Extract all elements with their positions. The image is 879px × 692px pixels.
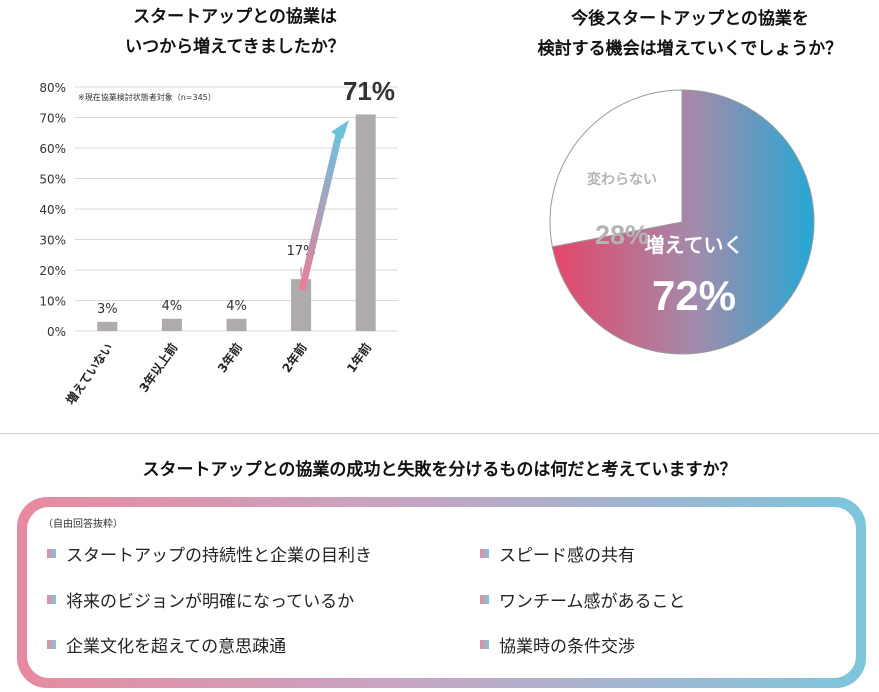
bar-chart-note: ※現在協業検討状態者対象（n=345） [78,93,216,102]
bullet-square-icon [47,549,56,558]
section-divider [0,433,879,434]
answers-note: （自由回答抜粋） [43,519,123,530]
bar [161,318,182,331]
y-tick-label: 20% [39,264,66,278]
y-tick-label: 70% [39,112,66,126]
answer-item: 将来のビジョンが明確になっているか [47,587,354,612]
y-tick-label: 40% [39,203,66,217]
pie-slice-value-label: 28% [595,220,649,250]
y-tick-label: 60% [39,142,66,156]
answer-text: スタートアップの持続性と企業の目利き [66,546,372,566]
answer-text: 協業時の条件交渉 [499,637,635,657]
question-heading: スタートアップとの協業の成功と失敗を分けるものは何だと考えていますか？ [142,460,737,480]
bullet-square-icon [480,595,489,604]
bullet-square-icon [480,640,489,649]
x-category-label: 2年前 [279,340,310,375]
answer-item: ワンチーム感があること [480,587,686,612]
bar-chart-title-line2: いつから増えてきましたか？ [125,37,345,57]
bar-value-label: 3% [97,302,118,317]
answer-item: スピード感の共有 [480,541,635,566]
pie-slice-name-label: 増えていく [645,233,744,257]
bar [291,279,312,331]
x-category-label: 3年前 [214,340,245,375]
bullet-square-icon [47,640,56,649]
bar-chart-title: スタートアップとの協業は いつから増えてきましたか？ [70,2,400,62]
answer-item: 企業文化を超えての意思疎通 [47,632,286,657]
answer-text: ワンチーム感があること [499,592,686,612]
pie-slice-value-label: 72% [652,272,736,319]
pie-chart-title: 今後スタートアップとの協業を 検討する機会は増えていくでしょうか？ [515,4,865,64]
pie-chart-title-line1: 今後スタートアップとの協業を [571,9,809,29]
answer-item: 協業時の条件交渉 [480,632,635,657]
answer-text: 企業文化を超えての意思疎通 [66,637,287,657]
pie-slice-name-label: 変わらない [587,171,657,188]
y-tick-label: 30% [39,234,66,248]
trend-arrow-head [331,120,349,139]
y-tick-label: 80% [39,81,66,95]
answer-text: スピード感の共有 [499,546,635,566]
bar [226,318,247,331]
bar-chart: 0%10%20%30%40%50%60%70%80% 3% 4% 4%17% 増えて… [39,76,398,407]
highlight-value-label: 71% [343,76,395,106]
bar-chart-title-line1: スタートアップとの協業は [133,7,337,27]
x-category-label: 増えていない [63,340,116,407]
bar [355,114,376,331]
answer-item: スタートアップの持続性と企業の目利き [47,541,372,566]
y-tick-label: 10% [39,295,66,309]
x-category-label: 1年前 [343,340,374,375]
bar [97,321,118,331]
y-tick-label: 50% [39,173,66,187]
answer-text: 将来のビジョンが明確になっているか [66,592,355,612]
trend-arrow-line [298,129,344,291]
bullet-square-icon [47,595,56,604]
answers-box-inner [27,507,856,678]
answers-box [17,497,866,688]
bar-value-label: 4% [162,299,183,314]
pie-slice [549,89,683,248]
pie-slice [551,89,815,355]
y-tick-label: 0% [47,325,66,339]
pie-chart: 増えていく 72% 変わらない 28% [549,89,815,355]
bullet-square-icon [480,549,489,558]
bar-value-label: 4% [226,299,247,314]
x-category-label: 3年以上前 [136,340,181,395]
pie-chart-title-line2: 検討する機会は増えていくでしょうか？ [537,39,843,59]
